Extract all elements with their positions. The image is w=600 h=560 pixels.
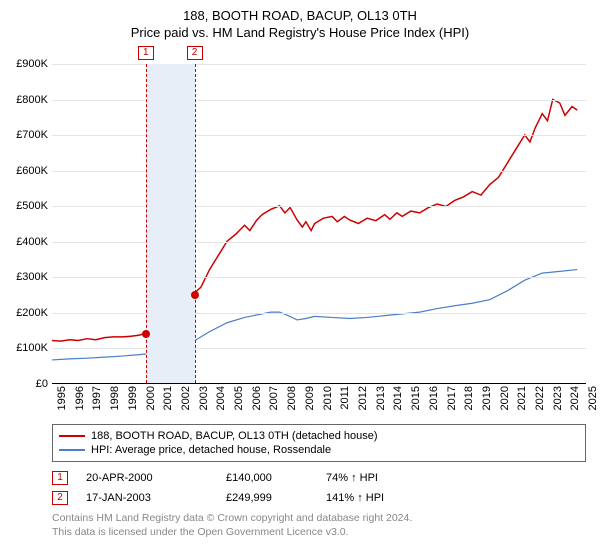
x-tick-label: 2011 bbox=[339, 386, 351, 410]
x-tick-label: 2004 bbox=[215, 386, 227, 410]
legend-label: HPI: Average price, detached house, Ross… bbox=[91, 444, 331, 456]
y-tick-label: £400K bbox=[4, 236, 48, 248]
x-tick-label: 2002 bbox=[180, 386, 192, 410]
gridline bbox=[52, 64, 586, 65]
event-row: 1 20-APR-2000£140,00074% ↑ HPI bbox=[52, 468, 586, 488]
gridline bbox=[52, 277, 586, 278]
legend-swatch bbox=[59, 449, 85, 451]
y-tick-label: £500K bbox=[4, 200, 48, 212]
x-tick-label: 2003 bbox=[198, 386, 210, 410]
event-relative: 74% ↑ HPI bbox=[326, 472, 378, 484]
event-price: £249,999 bbox=[226, 492, 326, 504]
event-row: 2 17-JAN-2003£249,999141% ↑ HPI bbox=[52, 488, 586, 508]
event-marker: 2 bbox=[187, 46, 203, 60]
x-tick-label: 2006 bbox=[251, 386, 263, 410]
y-tick-label: £300K bbox=[4, 271, 48, 283]
y-tick-label: £600K bbox=[4, 165, 48, 177]
gridline bbox=[52, 171, 586, 172]
x-tick-label: 2015 bbox=[410, 386, 422, 410]
legend-swatch bbox=[59, 435, 85, 437]
sale-point bbox=[191, 291, 199, 299]
legend-item: 188, BOOTH ROAD, BACUP, OL13 0TH (detach… bbox=[59, 429, 579, 443]
shaded-band bbox=[146, 64, 195, 383]
x-tick-label: 2012 bbox=[357, 386, 369, 410]
sale-point bbox=[142, 330, 150, 338]
chart-title: 188, BOOTH ROAD, BACUP, OL13 0TH bbox=[4, 8, 596, 23]
y-tick-label: £800K bbox=[4, 94, 48, 106]
y-tick-label: £0 bbox=[4, 378, 48, 390]
x-tick-label: 2024 bbox=[569, 386, 581, 410]
x-tick-label: 2018 bbox=[463, 386, 475, 410]
gridline bbox=[52, 206, 586, 207]
gridline bbox=[52, 242, 586, 243]
x-tick-label: 2000 bbox=[145, 386, 157, 410]
event-price: £140,000 bbox=[226, 472, 326, 484]
event-relative: 141% ↑ HPI bbox=[326, 492, 384, 504]
x-tick-label: 2025 bbox=[587, 386, 599, 410]
x-tick-label: 1998 bbox=[109, 386, 121, 410]
gridline bbox=[52, 100, 586, 101]
legend-item: HPI: Average price, detached house, Ross… bbox=[59, 443, 579, 457]
x-tick-label: 2022 bbox=[534, 386, 546, 410]
chart-subtitle: Price paid vs. HM Land Registry's House … bbox=[4, 25, 596, 40]
event-marker: 1 bbox=[138, 46, 154, 60]
x-tick-label: 2017 bbox=[446, 386, 458, 410]
event-number-box: 1 bbox=[52, 471, 68, 485]
x-tick-label: 2016 bbox=[428, 386, 440, 410]
x-tick-label: 2021 bbox=[516, 386, 528, 410]
x-tick-label: 1995 bbox=[56, 386, 68, 410]
series-line bbox=[52, 270, 577, 360]
chart-plot: £0£100K£200K£300K£400K£500K£600K£700K£80… bbox=[52, 64, 586, 384]
x-axis: 1995 1996 1997 1998 1999 2000 2001 2002 2003 2004… bbox=[52, 384, 586, 418]
gridline bbox=[52, 348, 586, 349]
x-tick-label: 2014 bbox=[392, 386, 404, 410]
marker-row: 12 bbox=[52, 46, 586, 64]
x-tick-label: 2020 bbox=[499, 386, 511, 410]
x-tick-label: 2009 bbox=[304, 386, 316, 410]
event-list: 1 20-APR-2000£140,00074% ↑ HPI 2 17-JAN-200… bbox=[52, 468, 586, 508]
footnote-line: This data is licensed under the Open Gov… bbox=[52, 526, 586, 540]
y-tick-label: £200K bbox=[4, 307, 48, 319]
x-tick-label: 2005 bbox=[233, 386, 245, 410]
footnote-line: Contains HM Land Registry data © Crown c… bbox=[52, 512, 586, 526]
event-number-box: 2 bbox=[52, 491, 68, 505]
event-vline bbox=[195, 64, 196, 383]
x-tick-label: 2007 bbox=[268, 386, 280, 410]
event-date: 17-JAN-2003 bbox=[86, 492, 226, 504]
gridline bbox=[52, 135, 586, 136]
x-tick-label: 2010 bbox=[322, 386, 334, 410]
event-date: 20-APR-2000 bbox=[86, 472, 226, 484]
x-tick-label: 2023 bbox=[552, 386, 564, 410]
x-tick-label: 2013 bbox=[375, 386, 387, 410]
y-tick-label: £100K bbox=[4, 342, 48, 354]
x-tick-label: 1996 bbox=[74, 386, 86, 410]
x-tick-label: 1999 bbox=[127, 386, 139, 410]
footnote: Contains HM Land Registry data © Crown c… bbox=[52, 512, 586, 539]
x-tick-label: 2019 bbox=[481, 386, 493, 410]
gridline bbox=[52, 313, 586, 314]
legend-label: 188, BOOTH ROAD, BACUP, OL13 0TH (detach… bbox=[91, 430, 378, 442]
x-tick-label: 2001 bbox=[162, 386, 174, 410]
x-tick-label: 2008 bbox=[286, 386, 298, 410]
legend: 188, BOOTH ROAD, BACUP, OL13 0TH (detach… bbox=[52, 424, 586, 462]
y-tick-label: £900K bbox=[4, 58, 48, 70]
x-tick-label: 1997 bbox=[91, 386, 103, 410]
y-tick-label: £700K bbox=[4, 129, 48, 141]
